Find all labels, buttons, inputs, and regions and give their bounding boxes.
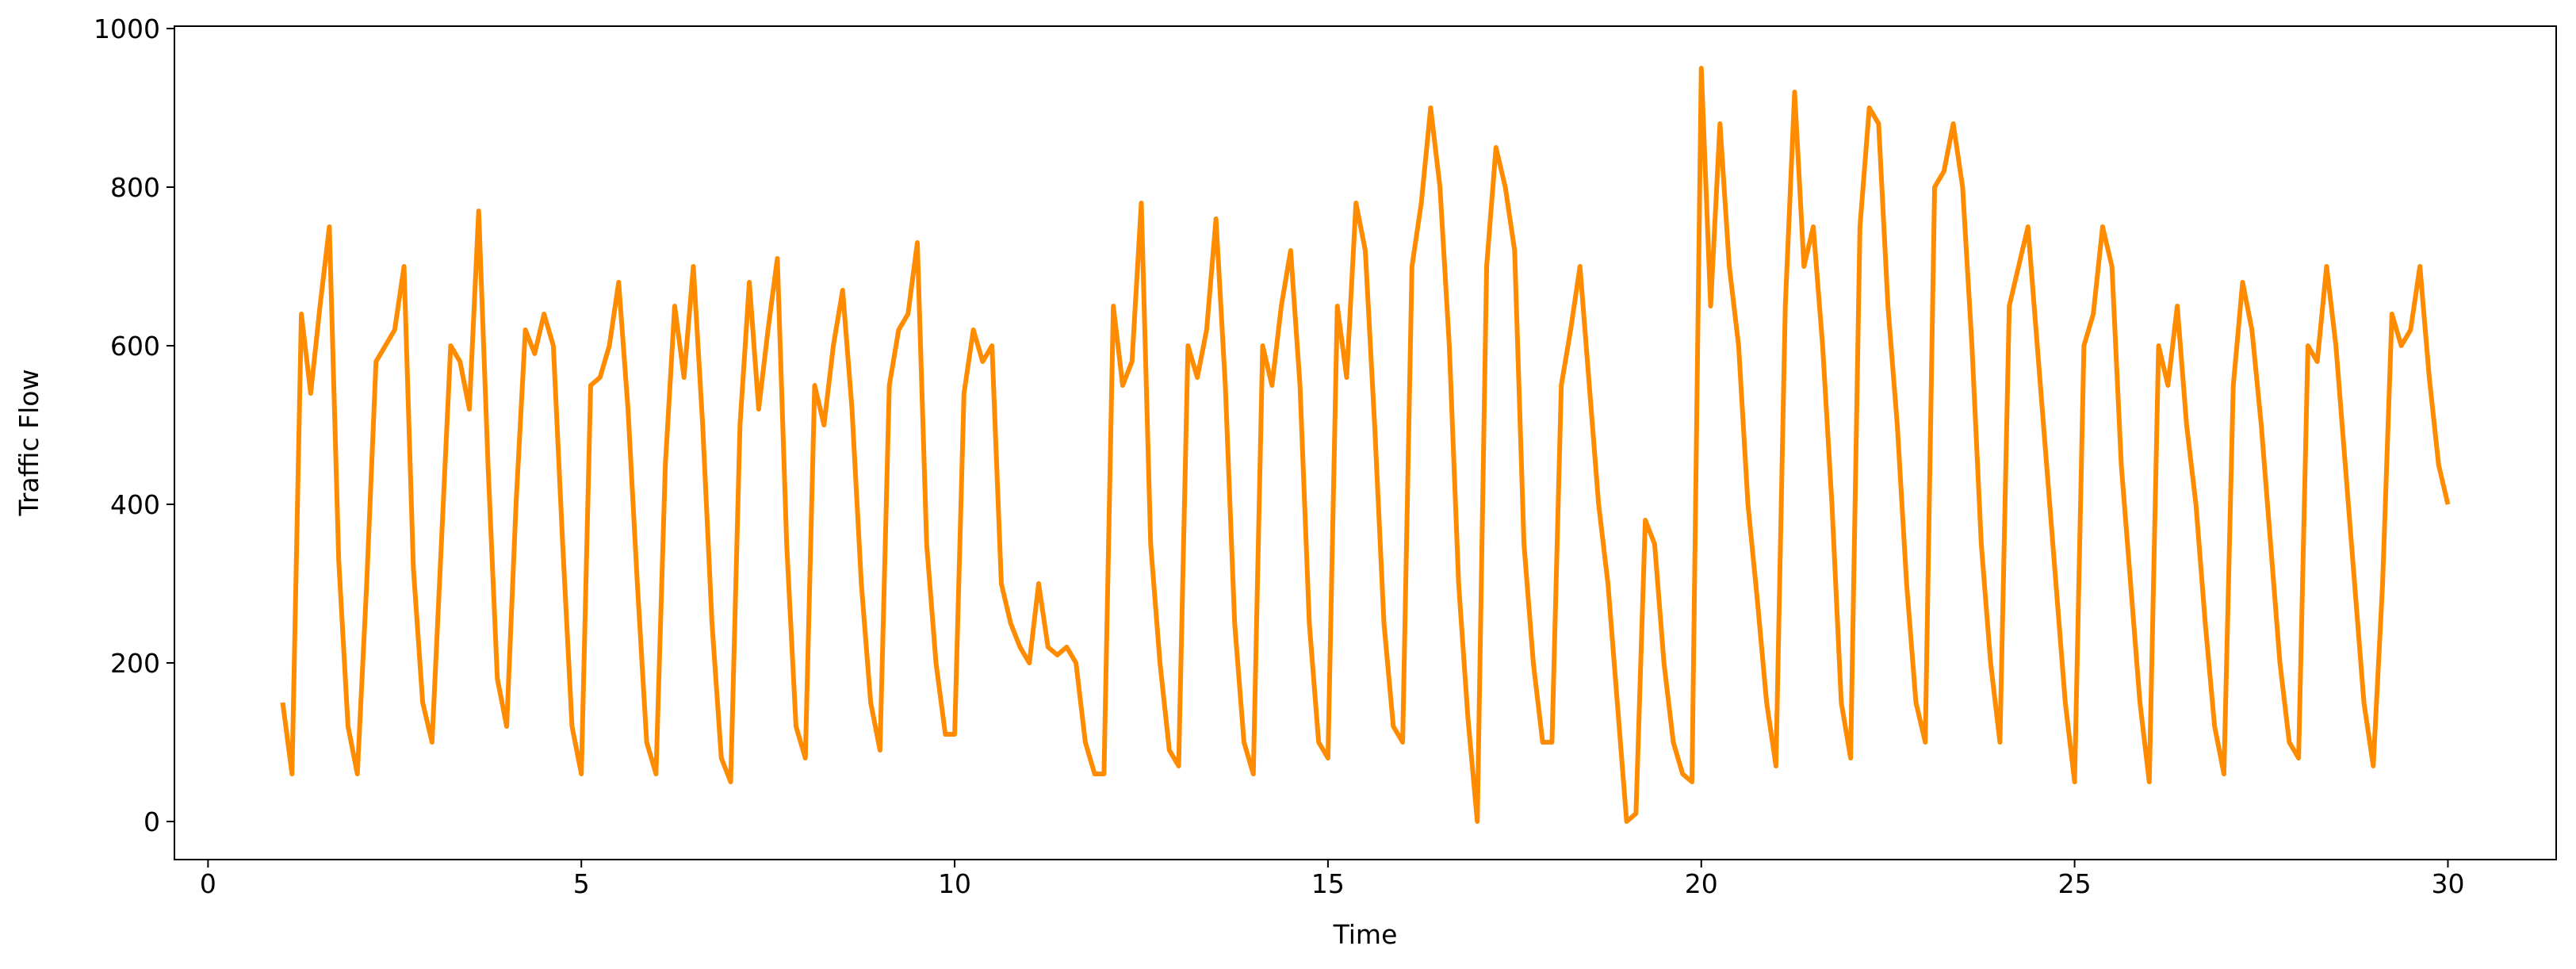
x-tick-label: 10 — [938, 868, 971, 899]
y-tick-label: 600 — [110, 331, 160, 362]
x-tick-label: 5 — [573, 868, 590, 899]
x-tick-label: 0 — [200, 868, 216, 899]
x-tick-label: 25 — [2058, 868, 2092, 899]
x-tick-label: 20 — [1685, 868, 1718, 899]
y-axis-label: Traffic Flow — [13, 370, 44, 517]
y-tick-label: 1000 — [94, 13, 160, 44]
y-tick-label: 400 — [110, 489, 160, 520]
data-line — [280, 66, 2451, 824]
x-tick-label: 15 — [1311, 868, 1345, 899]
y-tick-label: 200 — [110, 648, 160, 679]
x-axis-label: Time — [1333, 919, 1398, 950]
x-tick-label: 30 — [2431, 868, 2464, 899]
y-tick-label: 0 — [144, 806, 160, 837]
plot-frame — [174, 25, 2557, 860]
y-tick-label: 800 — [110, 172, 160, 203]
